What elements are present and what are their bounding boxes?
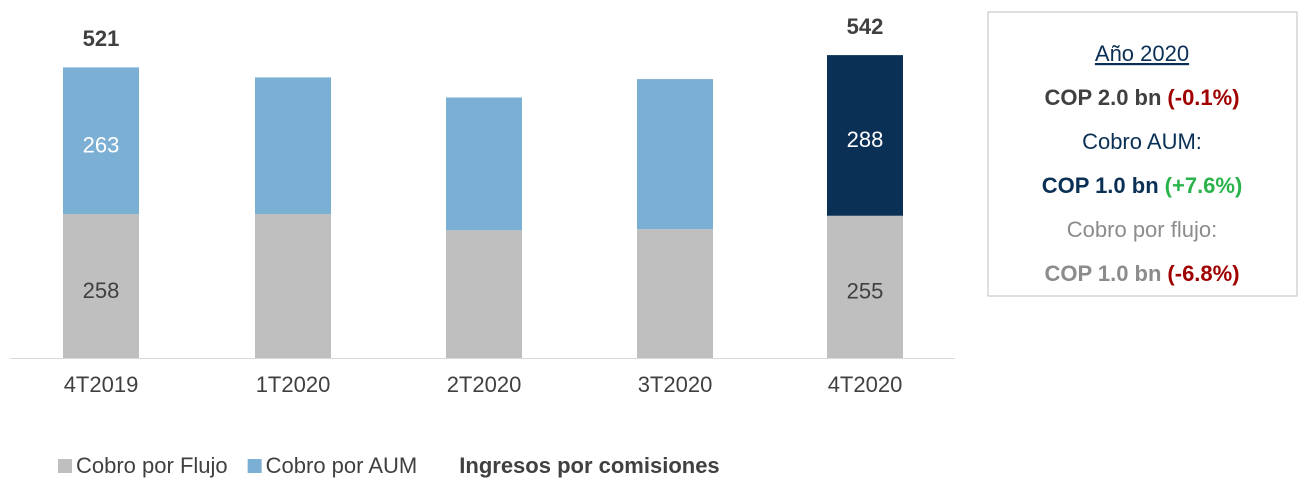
legend-swatch <box>247 459 262 473</box>
bar-segment <box>63 67 139 215</box>
x-tick-label: 1T2020 <box>256 372 331 397</box>
bar-segment <box>63 214 139 358</box>
side-box-text: COP 2.0 bn <box>1044 85 1161 110</box>
bar-segment <box>637 229 713 358</box>
data-label: 255 <box>847 279 884 304</box>
side-box-line: Cobro AUM: <box>1082 129 1202 154</box>
side-box-line: Cobro por flujo: <box>1067 217 1217 242</box>
x-tick-label: 3T2020 <box>638 372 713 397</box>
bar-segment <box>255 214 331 358</box>
bar-segment <box>637 79 713 230</box>
side-box-line: COP 1.0 bn (+7.6%) <box>1042 173 1243 198</box>
bar-segment <box>827 55 903 216</box>
x-tick-label: 4T2019 <box>64 372 139 397</box>
side-box-line: COP 2.0 bn (-0.1%) <box>1044 85 1239 110</box>
side-box-text: COP 1.0 bn <box>1042 173 1159 198</box>
side-box-text: Cobro por flujo: <box>1067 217 1217 242</box>
side-box-text: Año 2020 <box>1095 41 1189 66</box>
x-tick-label: 4T2020 <box>828 372 903 397</box>
side-box-line: Año 2020 <box>1095 41 1189 66</box>
side-box-text: (+7.6%) <box>1165 173 1243 198</box>
data-label: 288 <box>847 127 884 152</box>
legend-label: Cobro por AUM <box>266 453 418 478</box>
x-tick-label: 2T2020 <box>447 372 522 397</box>
side-box-text: Cobro AUM: <box>1082 129 1202 154</box>
bar-segment <box>255 77 331 215</box>
data-label: 258 <box>83 278 120 303</box>
bar-segment <box>446 230 522 358</box>
side-box-line: COP 1.0 bn (-6.8%) <box>1044 261 1239 286</box>
legend-swatch <box>58 459 72 473</box>
side-box <box>987 11 1298 297</box>
bar-segment <box>827 215 903 358</box>
side-box-text: (-6.8%) <box>1167 261 1239 286</box>
total-label: 542 <box>847 14 884 39</box>
side-box-text: COP 1.0 bn <box>1044 261 1161 286</box>
side-box-text: (-0.1%) <box>1167 85 1239 110</box>
data-label: 263 <box>83 133 120 158</box>
subtitle: Ingresos por comisiones <box>459 453 719 478</box>
legend-label: Cobro por Flujo <box>76 453 228 478</box>
total-label: 521 <box>83 26 120 51</box>
bar-segment <box>446 97 522 231</box>
